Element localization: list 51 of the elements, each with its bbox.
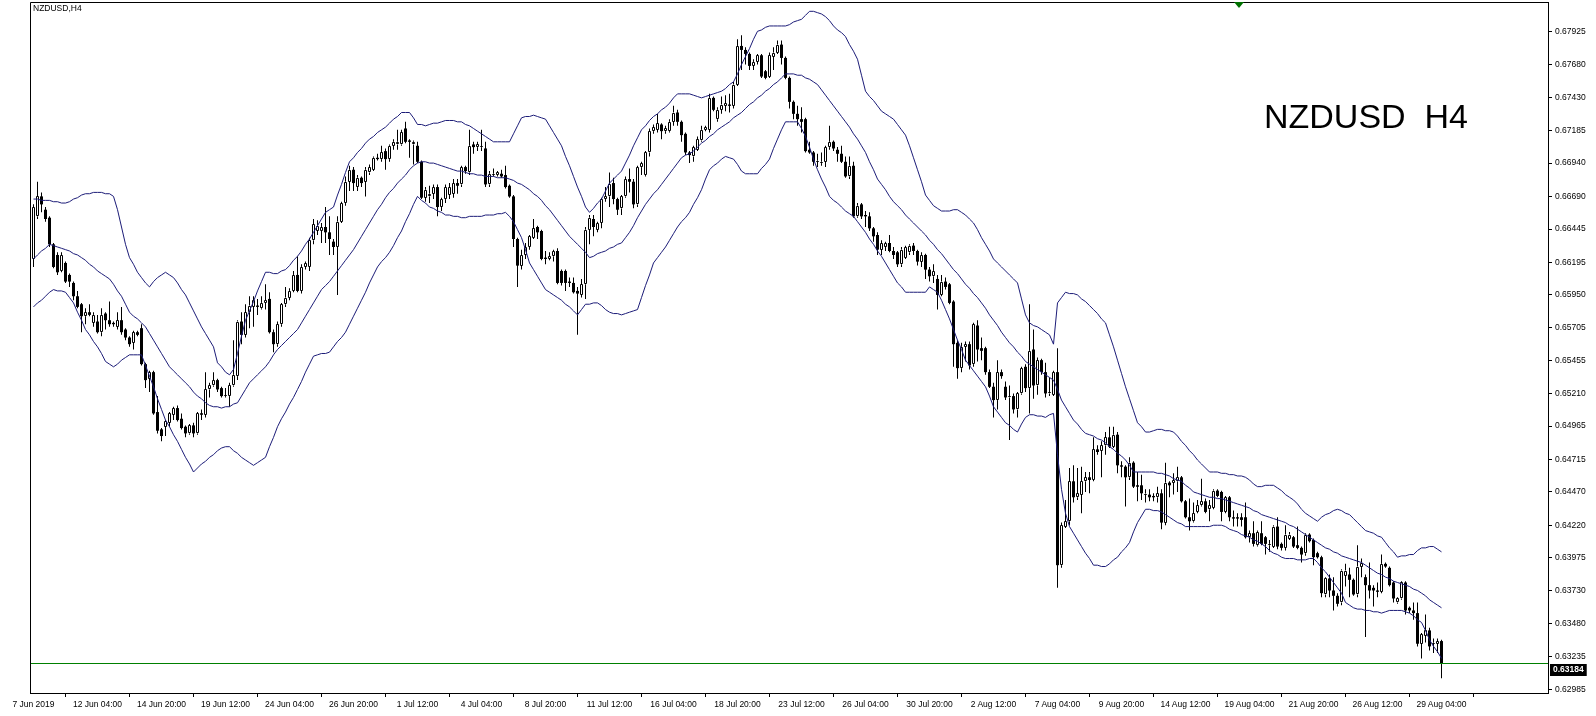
x-tick-label: 19 Jun 12:00 <box>200 699 251 710</box>
y-tick-label: 0.67680 <box>1555 58 1586 69</box>
candlestick <box>576 286 579 335</box>
candlestick <box>412 140 415 165</box>
x-tick-label: 14 Jun 20:00 <box>136 699 187 710</box>
x-tick-label: 26 Jun 20:00 <box>328 699 379 710</box>
y-tick-label: 0.65950 <box>1555 289 1586 300</box>
y-tick-label: 0.65210 <box>1555 387 1586 398</box>
x-tick-label: 26 Jul 04:00 <box>842 699 889 710</box>
annotation: NZDUSD H4 <box>1263 97 1468 135</box>
x-tick-label: 12 Jun 04:00 <box>72 699 123 710</box>
y-tick-label: 0.62985 <box>1555 684 1586 695</box>
x-tick-label: 2 Aug 12:00 <box>970 699 1017 710</box>
candlestick <box>396 129 399 150</box>
y-tick-label: 0.64715 <box>1555 453 1586 464</box>
x-tick-label: 29 Aug 04:00 <box>1416 699 1467 710</box>
y-tick-label: 0.67430 <box>1555 92 1586 103</box>
y-tick-label: 0.67185 <box>1555 124 1586 135</box>
x-tick-label: 21 Aug 20:00 <box>1288 699 1339 710</box>
candlestick <box>1236 513 1239 527</box>
y-tick-label: 0.63480 <box>1555 618 1586 629</box>
x-tick-label: 8 Jul 20:00 <box>524 699 567 710</box>
x-tick-label: 1 Jul 12:00 <box>396 699 439 710</box>
y-tick-label: 0.63975 <box>1555 552 1586 563</box>
y-tick-label: 0.66690 <box>1555 190 1586 201</box>
y-tick-label: 0.66940 <box>1555 157 1586 168</box>
y-tick-label: 0.63730 <box>1555 584 1586 595</box>
y-tick-label: 0.64965 <box>1555 420 1586 431</box>
x-tick-label: 4 Jul 04:00 <box>460 699 503 710</box>
x-tick-label: 14 Aug 12:00 <box>1160 699 1211 710</box>
y-tick-label: 0.64470 <box>1555 486 1586 497</box>
y-tick-label: 0.63235 <box>1555 650 1586 661</box>
chart-title: NZDUSD,H4 <box>33 2 82 13</box>
y-tick-label: 0.65455 <box>1555 355 1586 366</box>
x-tick-label: 7 Aug 04:00 <box>1034 699 1081 710</box>
x-tick-label: 7 Jun 2019 <box>12 699 55 710</box>
x-tick-label: 18 Jul 20:00 <box>714 699 761 710</box>
y-tick-label: 0.66195 <box>1555 256 1586 267</box>
x-tick-label: 9 Aug 20:00 <box>1098 699 1145 710</box>
x-tick-label: 23 Jul 12:00 <box>778 699 825 710</box>
ref-line-label: 0.63184 <box>1553 664 1584 675</box>
x-tick-label: 30 Jul 20:00 <box>906 699 953 710</box>
x-tick-label: 11 Jul 12:00 <box>586 699 633 710</box>
x-tick-label: 19 Aug 04:00 <box>1224 699 1275 710</box>
y-tick-label: 0.65705 <box>1555 321 1586 332</box>
x-tick-label: 16 Jul 04:00 <box>650 699 697 710</box>
x-tick-label: 26 Aug 12:00 <box>1352 699 1403 710</box>
y-tick-label: 0.64220 <box>1555 519 1586 530</box>
y-tick-label: 0.67925 <box>1555 26 1586 37</box>
y-tick-label: 0.66445 <box>1555 223 1586 234</box>
x-tick-label: 24 Jun 04:00 <box>264 699 315 710</box>
